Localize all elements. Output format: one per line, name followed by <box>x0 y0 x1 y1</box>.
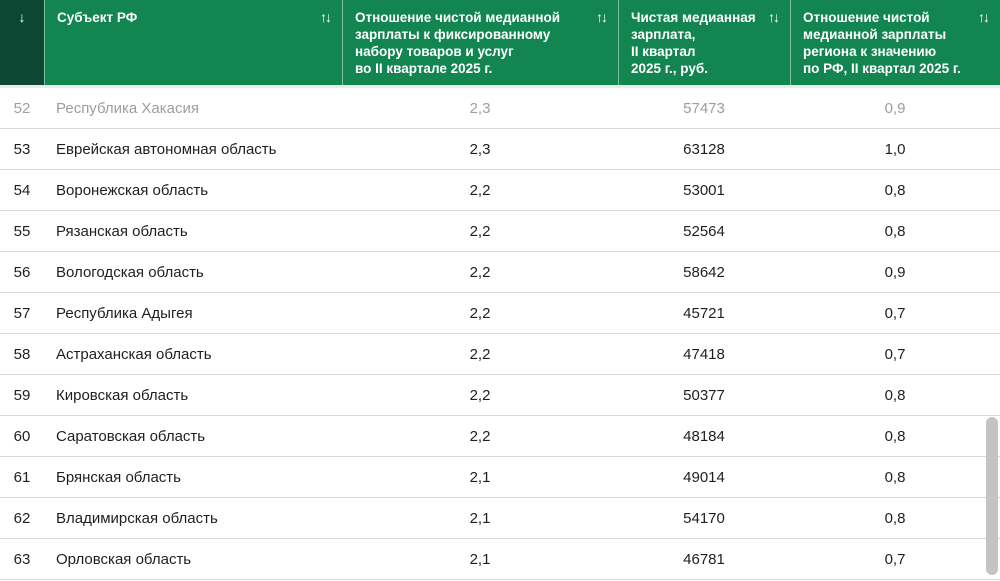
sort-icon[interactable]: ↑↓ <box>978 9 990 25</box>
ratio-basket-cell: 2,2 <box>469 386 491 404</box>
column-header-ratio-rf-label: Отношение чистой медианной зарплаты реги… <box>803 10 961 76</box>
sort-icon[interactable]: ↑↓ <box>320 9 332 25</box>
sort-descending-icon[interactable]: ↓ <box>18 9 26 25</box>
region-cell: Еврейская автономная область <box>56 140 277 158</box>
ratio-basket-cell: 2,1 <box>469 468 491 486</box>
table-row[interactable]: 55 Рязанская область 2,2 52564 0,8 <box>0 211 1000 252</box>
ratio-rf-cell: 0,7 <box>884 550 906 568</box>
table-row[interactable]: 54 Воронежская область 2,2 53001 0,8 <box>0 170 1000 211</box>
vertical-scrollbar-thumb[interactable] <box>986 417 998 575</box>
region-cell: Владимирская область <box>56 509 218 527</box>
table-row[interactable]: 59 Кировская область 2,2 50377 0,8 <box>0 375 1000 416</box>
ratio-rf-cell: 0,8 <box>884 509 906 527</box>
salary-cell: 50377 <box>683 386 725 404</box>
column-header-ratio-basket-label: Отношение чистой медианной зарплаты к фи… <box>355 10 561 76</box>
region-cell: Республика Хакасия <box>56 99 200 117</box>
ratio-basket-cell: 2,2 <box>469 304 491 322</box>
ratio-basket-cell: 2,2 <box>469 222 491 240</box>
rank-cell: 52 <box>13 99 31 117</box>
region-cell: Саратовская область <box>56 427 206 445</box>
ratio-rf-cell: 0,8 <box>884 181 906 199</box>
column-header-salary[interactable]: Чистая медианная зарплата, II квартал 20… <box>618 0 790 85</box>
ratio-rf-cell: 0,8 <box>884 222 906 240</box>
table-row[interactable]: 58 Астраханская область 2,2 47418 0,7 <box>0 334 1000 375</box>
rank-cell: 56 <box>13 263 31 281</box>
salary-cell: 49014 <box>683 468 725 486</box>
table-header: ↓ Субъект РФ ↑↓ Отношение чистой медианн… <box>0 0 1000 85</box>
rank-cell: 61 <box>13 468 31 486</box>
ratio-basket-cell: 2,2 <box>469 345 491 363</box>
ratio-rf-cell: 0,8 <box>884 386 906 404</box>
region-cell: Республика Адыгея <box>56 304 193 322</box>
ratio-basket-cell: 2,3 <box>469 140 491 158</box>
rank-cell: 55 <box>13 222 31 240</box>
salary-cell: 53001 <box>683 181 725 199</box>
table-row[interactable]: 62 Владимирская область 2,1 54170 0,8 <box>0 498 1000 539</box>
table-row[interactable]: 61 Брянская область 2,1 49014 0,8 <box>0 457 1000 498</box>
ratio-rf-cell: 0,7 <box>884 345 906 363</box>
header-shadow <box>0 85 1000 88</box>
column-header-rank[interactable]: ↓ <box>0 0 44 85</box>
salary-cell: 63128 <box>683 140 725 158</box>
rank-cell: 63 <box>13 550 31 568</box>
ratio-rf-cell: 1,0 <box>884 140 906 158</box>
ratio-basket-cell: 2,1 <box>469 509 491 527</box>
table-row[interactable]: 60 Саратовская область 2,2 48184 0,8 <box>0 416 1000 457</box>
ratio-basket-cell: 2,2 <box>469 181 491 199</box>
region-cell: Вологодская область <box>56 263 204 281</box>
salary-cell: 54170 <box>683 509 725 527</box>
ratio-rf-cell: 0,8 <box>884 468 906 486</box>
region-cell: Кировская область <box>56 386 189 404</box>
salary-cell: 57473 <box>683 99 725 117</box>
table-row[interactable]: 57 Республика Адыгея 2,2 45721 0,7 <box>0 293 1000 334</box>
salary-cell: 52564 <box>683 222 725 240</box>
ratio-rf-cell: 0,9 <box>884 99 906 117</box>
rank-cell: 62 <box>13 509 31 527</box>
rank-cell: 59 <box>13 386 31 404</box>
salary-cell: 58642 <box>683 263 725 281</box>
ratio-rf-cell: 0,9 <box>884 263 906 281</box>
ratio-basket-cell: 2,2 <box>469 263 491 281</box>
column-header-salary-label: Чистая медианная зарплата, II квартал 20… <box>631 10 756 76</box>
rank-cell: 54 <box>13 181 31 199</box>
rank-cell: 58 <box>13 345 31 363</box>
ratio-rf-cell: 0,7 <box>884 304 906 322</box>
ratio-basket-cell: 2,1 <box>469 550 491 568</box>
ratio-rf-cell: 0,8 <box>884 427 906 445</box>
salary-cell: 48184 <box>683 427 725 445</box>
region-cell: Рязанская область <box>56 222 188 240</box>
column-header-ratio-basket[interactable]: Отношение чистой медианной зарплаты к фи… <box>342 0 618 85</box>
rank-cell: 53 <box>13 140 31 158</box>
table-row[interactable]: 63 Орловская область 2,1 46781 0,7 <box>0 539 1000 580</box>
table-row[interactable]: 52 Республика Хакасия 2,3 57473 0,9 <box>0 88 1000 129</box>
sort-icon[interactable]: ↑↓ <box>768 9 780 25</box>
rank-cell: 60 <box>13 427 31 445</box>
ratio-basket-cell: 2,2 <box>469 427 491 445</box>
region-cell: Брянская область <box>56 468 181 486</box>
salary-cell: 47418 <box>683 345 725 363</box>
column-header-region-label: Субъект РФ <box>57 10 138 25</box>
region-cell: Астраханская область <box>56 345 212 363</box>
region-cell: Орловская область <box>56 550 192 568</box>
salary-cell: 45721 <box>683 304 725 322</box>
region-cell: Воронежская область <box>56 181 209 199</box>
table-row[interactable]: 56 Вологодская область 2,2 58642 0,9 <box>0 252 1000 293</box>
table-body: 52 Республика Хакасия 2,3 57473 0,9 53 Е… <box>0 88 1000 580</box>
table-row[interactable]: 53 Еврейская автономная область 2,3 6312… <box>0 129 1000 170</box>
salary-cell: 46781 <box>683 550 725 568</box>
column-header-ratio-rf[interactable]: Отношение чистой медианной зарплаты реги… <box>790 0 1000 85</box>
rank-cell: 57 <box>13 304 31 322</box>
column-header-region[interactable]: Субъект РФ ↑↓ <box>44 0 342 85</box>
sort-icon[interactable]: ↑↓ <box>596 9 608 25</box>
ratio-basket-cell: 2,3 <box>469 99 491 117</box>
